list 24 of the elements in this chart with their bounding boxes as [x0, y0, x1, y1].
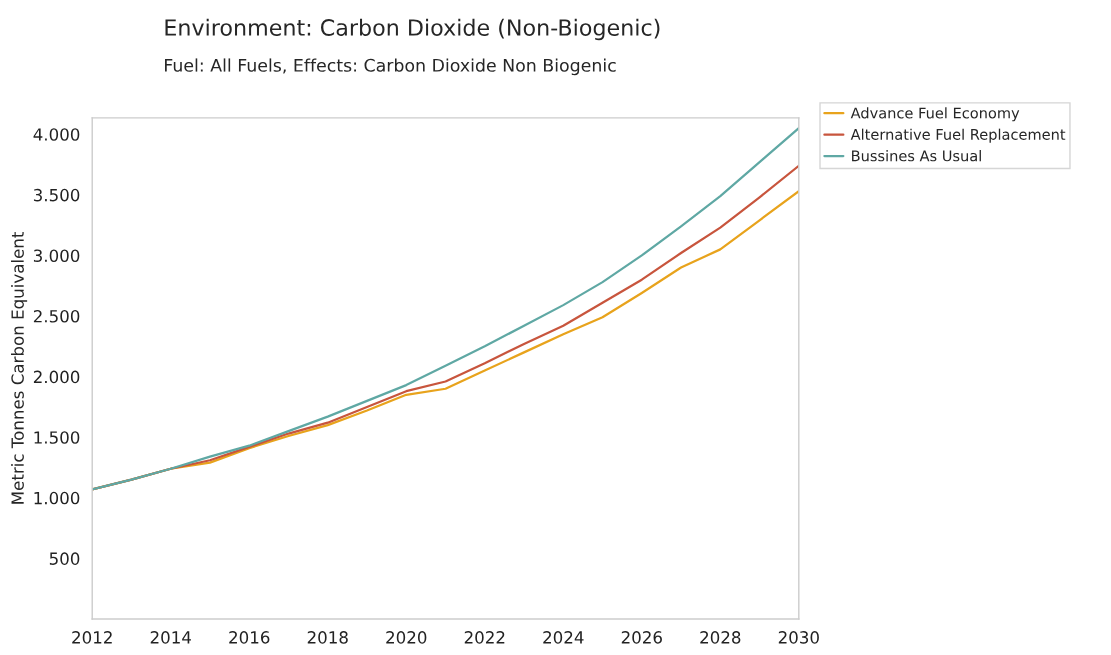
legend-label: Bussines As Usual	[852, 150, 981, 162]
y-tick-label: 4.000	[33, 128, 80, 141]
x-tick-label: 2020	[386, 631, 427, 644]
y-tick-label: 500	[49, 552, 80, 565]
y-tick-label: 1.000	[34, 491, 80, 505]
legend-label: Advance Fuel Economy	[850, 107, 1020, 122]
x-tick-label: 2030	[778, 631, 819, 644]
x-tick-label: 2016	[229, 631, 270, 644]
y-tick-label: 1.500	[34, 431, 80, 444]
y-tick-label: 2.000	[33, 370, 80, 384]
x-tick-label: 2028	[700, 631, 741, 644]
x-tick-label: 2026	[621, 631, 662, 644]
x-tick-label: 2022	[464, 631, 505, 644]
y-tick-label: 3.000	[33, 249, 80, 263]
chart-title: Environment: Carbon Dioxide (Non-Biogenic)	[165, 18, 660, 41]
x-tick-label: 2018	[307, 631, 348, 644]
x-tick-label: 2014	[150, 631, 191, 644]
x-tick-label: 2012	[72, 631, 112, 644]
chart-subtitle: Fuel: All Fuels, Effects: Carbon Dioxide Non Biogenic	[165, 58, 616, 76]
x-tick-label: 2024	[543, 631, 584, 644]
y-tick-label: 2.500	[33, 309, 80, 323]
y-axis-title: Metric Tonnes Carbon Equivalent	[11, 231, 28, 504]
legend-label: Alternative Fuel Replacement	[850, 128, 1066, 143]
y-tick-label: 3.500	[33, 188, 80, 202]
